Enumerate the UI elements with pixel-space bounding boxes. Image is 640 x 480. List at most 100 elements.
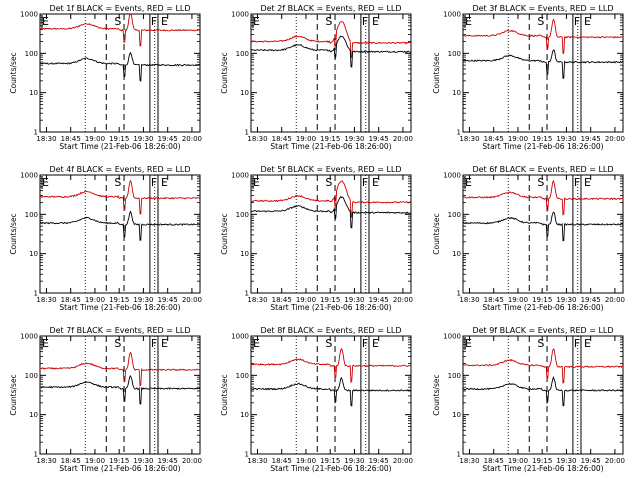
y-tick-label: 10 — [240, 89, 249, 97]
lld-series-line — [462, 18, 624, 54]
x-tick-label: 18:30 — [247, 457, 267, 465]
y-axis-label: Counts/sec — [432, 374, 441, 415]
y-tick-label: 1 — [34, 129, 38, 137]
panel-title: Det 2f BLACK = Events, RED = LLD — [260, 4, 401, 13]
interval-marker-0: E — [465, 176, 472, 189]
x-tick-label: 19:45 — [158, 457, 178, 465]
events-series-line — [462, 211, 624, 242]
y-tick-label: 1000 — [443, 172, 461, 180]
interval-marker-1: S — [537, 176, 544, 189]
x-tick-label: 19:00 — [508, 457, 528, 465]
x-tick-label: 20:00 — [393, 135, 413, 143]
x-axis-label: Start Time (21-Feb-06 18:26:00) — [59, 303, 180, 312]
interval-marker-2: F — [574, 15, 580, 28]
panel-title: Det 5f BLACK = Events, RED = LLD — [260, 165, 401, 174]
interval-marker-1: S — [537, 337, 544, 350]
y-tick-label: 1000 — [20, 11, 38, 19]
x-tick-label: 18:30 — [247, 296, 267, 304]
x-tick-label: 19:45 — [369, 135, 389, 143]
x-tick-label: 18:30 — [459, 135, 479, 143]
x-tick-label: 19:45 — [581, 457, 601, 465]
y-tick-label: 1 — [457, 290, 461, 298]
y-tick-label: 100 — [236, 211, 249, 219]
panel-title: Det 3f BLACK = Events, RED = LLD — [472, 4, 613, 13]
y-tick-label: 10 — [29, 250, 38, 258]
interval-marker-1: S — [325, 176, 332, 189]
x-tick-label: 19:15 — [109, 135, 129, 143]
y-tick-label: 10 — [240, 411, 249, 419]
y-axis-label: Counts/sec — [220, 52, 229, 93]
x-axis-label: Start Time (21-Feb-06 18:26:00) — [482, 142, 603, 151]
panel-title: Det 8f BLACK = Events, RED = LLD — [260, 326, 401, 335]
interval-marker-0: E — [42, 337, 49, 350]
x-axis-label: Start Time (21-Feb-06 18:26:00) — [482, 464, 603, 473]
y-tick-label: 1000 — [231, 172, 249, 180]
events-series-line — [39, 210, 201, 241]
lld-series-line — [250, 180, 412, 219]
x-tick-label: 19:45 — [581, 296, 601, 304]
interval-marker-0: E — [253, 15, 260, 28]
y-axis-label: Counts/sec — [432, 213, 441, 254]
x-tick-label: 19:45 — [581, 135, 601, 143]
interval-marker-1: S — [114, 15, 121, 28]
y-tick-label: 100 — [25, 211, 38, 219]
interval-marker-2: F — [362, 15, 368, 28]
lld-series-line — [39, 179, 201, 215]
y-tick-label: 1000 — [443, 333, 461, 341]
y-tick-label: 1000 — [443, 11, 461, 19]
x-tick-label: 20:00 — [605, 296, 625, 304]
x-tick-label: 19:45 — [369, 457, 389, 465]
y-tick-label: 100 — [448, 211, 461, 219]
x-tick-label: 20:00 — [182, 296, 202, 304]
x-tick-label: 18:45 — [272, 296, 292, 304]
y-tick-label: 10 — [452, 250, 461, 258]
lld-series-line — [250, 347, 412, 384]
interval-marker-0: E — [465, 15, 472, 28]
x-tick-label: 18:45 — [61, 135, 81, 143]
interval-marker-2: F — [574, 176, 580, 189]
events-series-line — [463, 375, 624, 407]
interval-marker-3: E — [372, 15, 379, 28]
interval-marker-0: E — [253, 176, 260, 189]
x-tick-label: 19:15 — [320, 457, 340, 465]
y-axis-label: Counts/sec — [9, 52, 18, 93]
x-tick-label: 20:00 — [393, 296, 413, 304]
y-tick-label: 1000 — [231, 11, 249, 19]
interval-marker-2: F — [362, 176, 368, 189]
y-tick-label: 1000 — [20, 333, 38, 341]
panel-det-9: Det 9f BLACK = Events, RED = LLD 1 10 100 10… — [432, 326, 625, 473]
interval-marker-0: E — [253, 337, 260, 350]
events-series-line — [39, 51, 201, 83]
x-tick-label: 18:45 — [272, 135, 292, 143]
interval-marker-2: F — [151, 337, 157, 350]
interval-marker-3: E — [584, 15, 591, 28]
x-tick-label: 20:00 — [605, 457, 625, 465]
x-tick-label: 20:00 — [182, 457, 202, 465]
y-tick-label: 10 — [29, 411, 38, 419]
x-axis-label: Start Time (21-Feb-06 18:26:00) — [59, 464, 180, 473]
x-tick-label: 19:00 — [296, 457, 316, 465]
panel-det-7: Det 7f BLACK = Events, RED = LLD 1 10 100 10… — [9, 326, 202, 473]
interval-marker-0: E — [465, 337, 472, 350]
y-tick-label: 1 — [245, 451, 249, 459]
y-tick-label: 1 — [457, 451, 461, 459]
plot-frame — [462, 335, 624, 455]
x-tick-label: 19:30 — [344, 457, 364, 465]
x-tick-label: 19:30 — [344, 296, 364, 304]
x-axis-label: Start Time (21-Feb-06 18:26:00) — [482, 303, 603, 312]
y-axis-label: Counts/sec — [432, 52, 441, 93]
interval-marker-3: E — [584, 337, 591, 350]
x-axis-label: Start Time (21-Feb-06 18:26:00) — [270, 142, 391, 151]
events-series-line — [250, 35, 412, 68]
plot-frame — [250, 335, 412, 455]
interval-marker-3: E — [161, 337, 168, 350]
interval-marker-3: E — [161, 176, 168, 189]
x-tick-label: 19:00 — [85, 135, 105, 143]
interval-marker-2: F — [574, 337, 580, 350]
panel-det-5: Det 5f BLACK = Events, RED = LLD 1 10 100 10… — [220, 165, 413, 312]
y-tick-label: 100 — [448, 372, 461, 380]
y-tick-label: 1000 — [20, 172, 38, 180]
x-tick-label: 19:15 — [109, 296, 129, 304]
y-axis-label: Counts/sec — [220, 213, 229, 254]
